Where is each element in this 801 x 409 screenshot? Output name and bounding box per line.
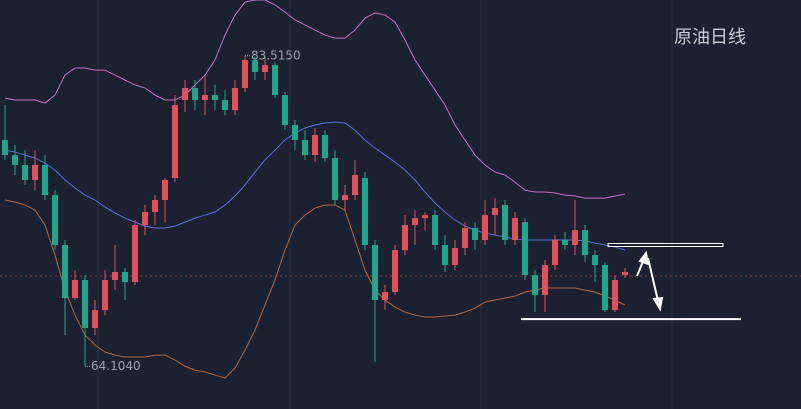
candle-body [192,88,198,101]
candle-body [62,244,68,299]
candle-body [222,100,228,111]
candle-body [582,230,588,256]
candle-body [452,248,458,265]
max-label: 83.5150 [251,48,301,62]
candle-body [342,195,348,201]
candle-body [512,218,518,241]
candle-body [322,135,328,159]
candle-body [52,195,58,245]
candle-body [302,140,308,156]
candle-body [612,280,618,311]
grid-vertical [97,0,673,409]
candle-body [2,140,8,156]
candle-body [522,222,528,276]
candle-body [122,272,128,283]
band-line [4,199,626,379]
candle-body [162,180,168,201]
band-line [4,121,626,251]
candle-body [272,64,278,96]
candle-body [112,272,118,281]
candle-body [482,215,488,241]
candle-body [382,292,388,301]
candle-body [392,250,398,293]
candle-body [312,135,318,156]
candle-body [542,264,548,296]
candle-body [42,164,48,196]
candle-body [362,178,368,245]
resistance-line [607,242,724,247]
candle-body [292,124,298,141]
candle-body [152,200,158,213]
candle-body [182,88,188,101]
candle-body [142,212,148,225]
candle-body [232,88,238,111]
candle-body [72,280,78,299]
band-line [4,0,626,199]
plot-area: 83.5150 64.1040 [0,0,801,379]
candle-body [32,164,38,181]
annotation-arrows [636,250,664,312]
chart-title: 原油日线 [674,27,746,48]
candle-body [352,175,358,196]
candle-body [212,95,218,101]
candle-body [92,310,98,329]
candle-body [102,280,108,311]
candle-body [82,280,88,329]
candle-body [562,240,568,245]
candle-body [422,215,428,219]
candle-body [242,60,248,89]
candle-body [412,218,418,225]
candle-body [132,224,138,283]
candle-body [262,64,268,73]
candle-body [332,158,338,201]
candle-body [372,244,378,301]
arrow-head [652,296,664,312]
candle-body [12,155,18,165]
candle-body [602,264,608,311]
candle-body [252,60,258,73]
candle-body [402,224,408,251]
candle-body [552,240,558,265]
candle-body [442,244,448,265]
candle-body [472,228,478,241]
candle-body [502,204,508,241]
arrow-down [647,257,659,302]
candle-body [202,95,208,101]
candle-body [622,272,628,276]
candle-body [492,208,498,216]
candle-body [22,164,28,181]
arrow-head [638,250,650,266]
candle-body [532,275,538,296]
candle-body [432,215,438,245]
candle-body [572,230,578,245]
min-label: 64.1040 [91,359,141,373]
candle-body [282,95,288,125]
candle-body [592,255,598,265]
candle-body [172,104,178,179]
candle-body [462,228,468,249]
